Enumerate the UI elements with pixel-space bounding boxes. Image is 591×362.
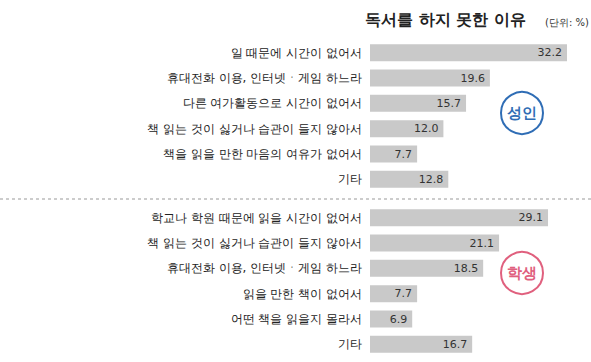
svg-text:일 때문에 시간이 없어서: 일 때문에 시간이 없어서 xyxy=(231,46,362,60)
svg-text:성인: 성인 xyxy=(507,104,537,122)
svg-text:독서를 하지 못한 이유: 독서를 하지 못한 이유 xyxy=(365,10,526,29)
svg-text:휴대전화 이용, 인터넷ㆍ게임 하느라: 휴대전화 이용, 인터넷ㆍ게임 하느라 xyxy=(167,71,362,85)
svg-text:(단위: %): (단위: %) xyxy=(545,17,589,28)
svg-text:기타: 기타 xyxy=(338,172,362,186)
svg-text:기타: 기타 xyxy=(338,337,362,351)
svg-text:7.7: 7.7 xyxy=(395,148,413,161)
svg-text:15.7: 15.7 xyxy=(437,97,462,110)
svg-text:12.0: 12.0 xyxy=(414,122,439,135)
svg-text:읽을 만한 책이 없어서: 읽을 만한 책이 없어서 xyxy=(243,287,362,301)
svg-text:18.5: 18.5 xyxy=(454,262,479,275)
svg-text:7.7: 7.7 xyxy=(395,287,413,300)
svg-text:12.8: 12.8 xyxy=(419,173,444,186)
svg-text:휴대전화 이용, 인터넷ㆍ게임 하느라: 휴대전화 이용, 인터넷ㆍ게임 하느라 xyxy=(167,261,362,275)
svg-text:책 읽는 것이 싫거나 습관이 들지 않아서: 책 읽는 것이 싫거나 습관이 들지 않아서 xyxy=(147,236,362,250)
svg-text:6.9: 6.9 xyxy=(390,313,408,326)
svg-text:19.6: 19.6 xyxy=(460,72,485,85)
svg-text:어떤 책을 읽을지 몰라서: 어떤 책을 읽을지 몰라서 xyxy=(231,312,362,326)
svg-text:32.2: 32.2 xyxy=(537,46,562,59)
svg-text:학교나 학원 때문에 읽을 시간이 없어서: 학교나 학원 때문에 읽을 시간이 없어서 xyxy=(151,211,362,225)
svg-text:29.1: 29.1 xyxy=(519,211,544,224)
svg-text:책 읽는 것이 싫거나 습관이 들지 않아서: 책 읽는 것이 싫거나 습관이 들지 않아서 xyxy=(147,122,362,136)
svg-text:학생: 학생 xyxy=(507,264,537,282)
svg-text:책을 읽을 만한 마음의 여유가 없어서: 책을 읽을 만한 마음의 여유가 없어서 xyxy=(163,147,362,161)
svg-text:다른 여가활동으로 시간이 없어서: 다른 여가활동으로 시간이 없어서 xyxy=(183,96,362,110)
svg-text:16.7: 16.7 xyxy=(443,338,468,351)
svg-text:21.1: 21.1 xyxy=(470,237,495,250)
